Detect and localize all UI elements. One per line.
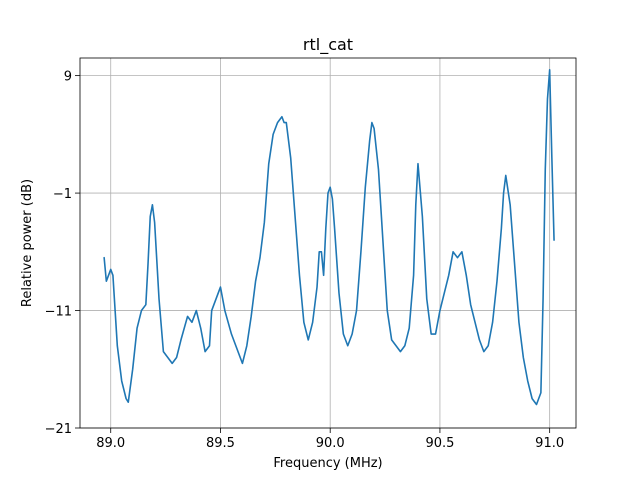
chart-title: rtl_cat [303, 35, 353, 55]
y-tick-label: −11 [45, 305, 72, 320]
y-tick-label: −1 [53, 187, 72, 202]
y-axis-label: Relative power (dB) [20, 179, 35, 307]
y-tick-label: 9 [64, 70, 72, 85]
y-tick-label: −21 [45, 422, 72, 437]
x-tick-label: 89.0 [96, 436, 125, 451]
x-tick-label: 90.0 [316, 436, 345, 451]
x-tick-label: 91.0 [535, 436, 564, 451]
x-axis-label: Frequency (MHz) [273, 456, 382, 471]
series-line-0 [103, 68, 555, 406]
y-axis: −21 −11 −1 9 [45, 70, 80, 437]
x-tick-label: 90.5 [425, 436, 454, 451]
series-layer [103, 68, 555, 406]
grid [80, 58, 576, 429]
x-axis: 89.0 89.5 90.0 90.5 91.0 [96, 428, 564, 451]
x-tick-label: 89.5 [206, 436, 235, 451]
plot-frame [79, 57, 577, 429]
